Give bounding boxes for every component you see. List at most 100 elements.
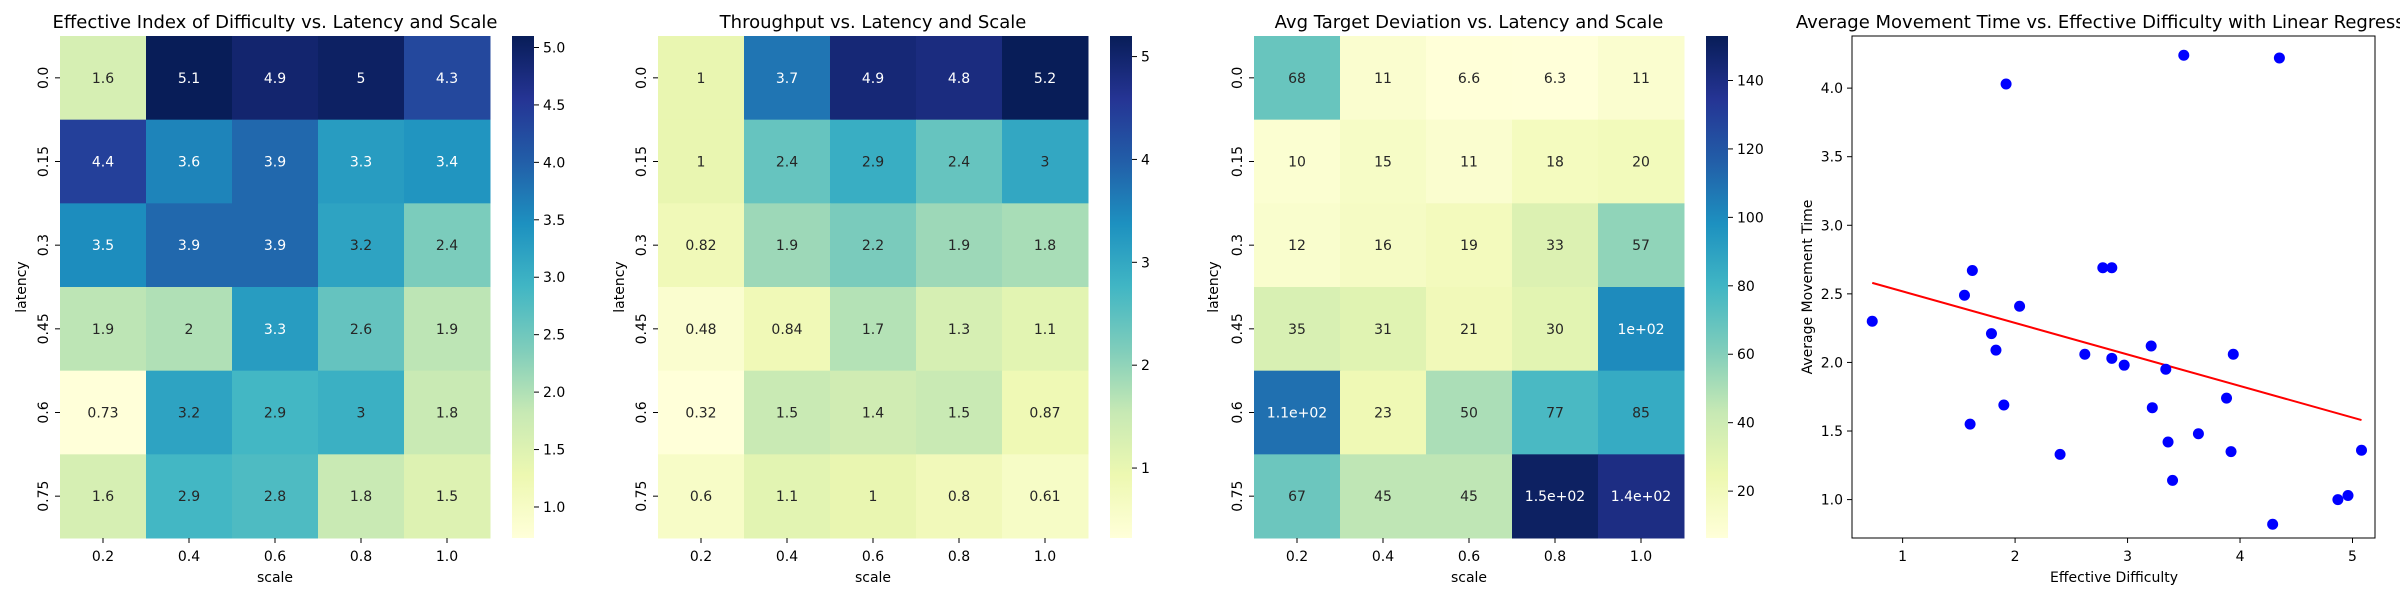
heatmap-cell xyxy=(146,119,233,204)
scatter-point xyxy=(2332,494,2344,506)
cell-value-label: 2.9 xyxy=(178,489,200,505)
heatmap-cell xyxy=(658,119,745,204)
heatmap-cell xyxy=(1512,203,1599,288)
heatmap-cell xyxy=(146,203,233,288)
heatmap-cell xyxy=(146,454,233,539)
colorbar-tick-label: 4.5 xyxy=(543,98,565,114)
heatmap-cell xyxy=(1002,119,1089,204)
y-tick-label: 0.75 xyxy=(634,481,650,512)
y-axis-ticks: 0.0 0.15 0.3 0.45 0.6 0.75 xyxy=(1230,67,1254,512)
y-tick-label: 0.75 xyxy=(1230,481,1246,512)
heatmap-cell xyxy=(146,287,233,372)
heatmap-cell xyxy=(744,454,831,539)
scatter-point xyxy=(2192,428,2204,440)
scatter-point xyxy=(2054,448,2066,460)
cell-value-label: 31 xyxy=(1374,322,1392,338)
x-tick-label: 0.2 xyxy=(690,549,712,565)
y-tick-label: 0.3 xyxy=(634,234,650,256)
chart-title: Effective Index of Difficulty vs. Latenc… xyxy=(53,12,498,33)
heatmap-cell xyxy=(1512,119,1599,204)
heatmap-cell xyxy=(744,203,831,288)
colorbar-tick-label: 3 xyxy=(1141,255,1150,271)
cell-value-label: 45 xyxy=(1374,489,1392,505)
colorbar-tick-label: 20 xyxy=(1737,484,1755,500)
scatter-point xyxy=(2162,436,2174,448)
heatmap-cell xyxy=(1002,203,1089,288)
colorbar-tick-label: 3.0 xyxy=(543,270,565,286)
colorbar-tick-label: 1 xyxy=(1141,461,1150,477)
y-tick-label: 1.5 xyxy=(1821,424,1843,440)
x-tick-label: 0.8 xyxy=(350,549,372,565)
heatmap-deviation: Avg Target Deviation vs. Latency and Sca… xyxy=(1206,12,1764,586)
y-axis-ticks: 0.0 0.15 0.3 0.45 0.6 0.75 xyxy=(36,67,60,512)
x-axis-label: scale xyxy=(1451,570,1487,586)
cell-value-label: 1.1e+02 xyxy=(1267,406,1327,422)
y-tick-label: 0.75 xyxy=(36,481,52,512)
y-axis-ticks: 1.0 1.5 2.0 2.5 3.0 3.5 4.0 xyxy=(1821,81,1852,509)
heatmap-cell xyxy=(916,370,1003,455)
y-tick-label: 0.15 xyxy=(1230,146,1246,177)
colorbar-tick-label: 2 xyxy=(1141,358,1150,374)
heatmap-cell xyxy=(1340,36,1427,121)
scatter-point xyxy=(1958,289,1970,301)
colorbar-tick-label: 60 xyxy=(1737,347,1755,363)
heatmap-cell xyxy=(404,287,491,372)
scatter-point xyxy=(1985,328,1997,340)
heatmap-difficulty: Effective Index of Difficulty vs. Latenc… xyxy=(14,12,565,586)
heatmap-cell xyxy=(404,119,491,204)
cell-value-label: 2.6 xyxy=(350,322,372,338)
scatter-point xyxy=(2160,363,2172,375)
heatmap-cell xyxy=(1512,287,1599,372)
heatmap-cell xyxy=(1598,36,1685,121)
heatmap-cell xyxy=(146,36,233,121)
y-axis-label: latency xyxy=(14,261,30,312)
heatmap-cell xyxy=(658,36,745,121)
cell-value-label: 1.5e+02 xyxy=(1525,489,1585,505)
cell-value-label: 1.5 xyxy=(436,489,458,505)
scatter-point xyxy=(2014,300,2026,312)
cell-value-label: 1.9 xyxy=(92,322,114,338)
cell-value-label: 1 xyxy=(697,71,706,87)
y-axis-label: latency xyxy=(612,261,628,312)
y-tick-label: 0.3 xyxy=(36,234,52,256)
cell-value-label: 2.9 xyxy=(862,155,884,171)
heatmap-cell xyxy=(1254,203,1341,288)
x-axis-label: scale xyxy=(257,570,293,586)
scatter-point xyxy=(1964,418,1976,430)
cell-value-label: 1.1 xyxy=(1034,322,1056,338)
scatter-point xyxy=(2167,474,2179,486)
cell-value-label: 4.4 xyxy=(92,155,114,171)
scatter-point xyxy=(1966,265,1978,277)
colorbar-tick-label: 140 xyxy=(1737,73,1764,89)
x-tick-label: 1.0 xyxy=(1034,549,1056,565)
heatmap-cell xyxy=(232,370,319,455)
heatmap-cell xyxy=(60,454,147,539)
heatmap-cell xyxy=(658,287,745,372)
heatmap-cell xyxy=(916,119,1003,204)
cell-value-label: 1.6 xyxy=(92,71,114,87)
y-tick-label: 3.5 xyxy=(1821,150,1843,166)
heatmap-cell xyxy=(1254,454,1341,539)
y-tick-label: 2.5 xyxy=(1821,287,1843,303)
heatmap-cell xyxy=(1254,36,1341,121)
heatmap-cell xyxy=(60,119,147,204)
colorbar-gradient xyxy=(1706,36,1728,538)
heatmap-cell xyxy=(60,36,147,121)
heatmap-cell xyxy=(830,287,917,372)
heatmap-cell xyxy=(1426,370,1513,455)
y-tick-label: 0.45 xyxy=(1230,313,1246,344)
x-tick-label: 1.0 xyxy=(436,549,458,565)
scatter-point xyxy=(1866,315,1878,327)
heatmap-cell xyxy=(1512,36,1599,121)
heatmap-cell xyxy=(60,287,147,372)
heatmap-cell xyxy=(1340,287,1427,372)
colorbar-tick-label: 100 xyxy=(1737,210,1764,226)
heatmap-cell xyxy=(830,370,917,455)
cell-value-label: 35 xyxy=(1288,322,1306,338)
heatmap-cell xyxy=(1340,454,1427,539)
cell-value-label: 3 xyxy=(357,406,366,422)
cell-value-label: 5 xyxy=(357,71,366,87)
y-tick-label: 0.0 xyxy=(1230,67,1246,89)
heatmap-cell xyxy=(404,370,491,455)
